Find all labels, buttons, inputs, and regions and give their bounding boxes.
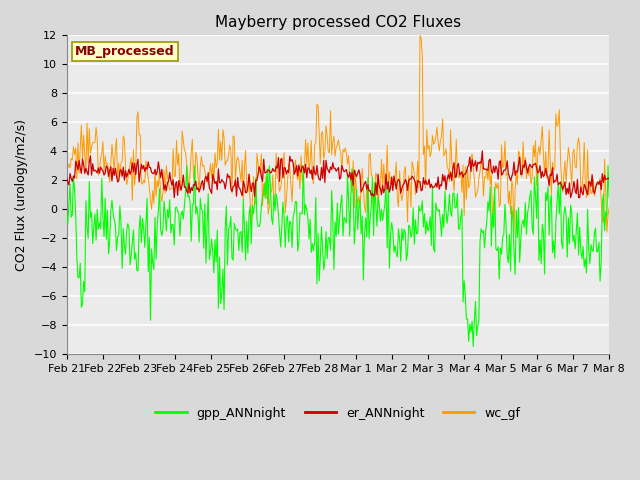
Text: MB_processed: MB_processed — [75, 45, 175, 58]
Legend: gpp_ANNnight, er_ANNnight, wc_gf: gpp_ANNnight, er_ANNnight, wc_gf — [150, 402, 525, 425]
Title: Mayberry processed CO2 Fluxes: Mayberry processed CO2 Fluxes — [215, 15, 461, 30]
Y-axis label: CO2 Flux (urology/m2/s): CO2 Flux (urology/m2/s) — [15, 119, 28, 271]
